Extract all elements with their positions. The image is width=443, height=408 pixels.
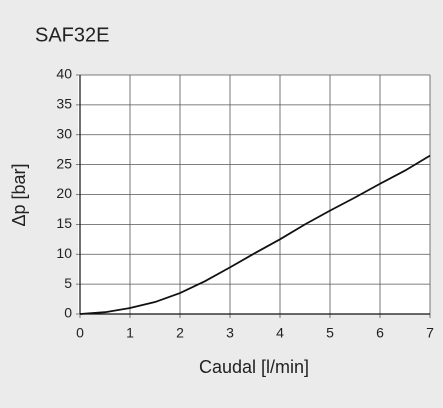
y-tick-label: 25 xyxy=(56,155,72,171)
chart-title: SAF32E xyxy=(35,24,109,46)
y-tick-label: 10 xyxy=(56,245,72,261)
y-tick-label: 30 xyxy=(56,125,72,141)
x-tick-label: 0 xyxy=(76,325,84,341)
y-tick-label: 20 xyxy=(56,185,72,201)
y-axis-label: Δp [bar] xyxy=(9,163,29,226)
x-axis-label: Caudal [l/min] xyxy=(199,357,309,377)
x-tick-label: 5 xyxy=(326,325,334,341)
y-tick-label: 35 xyxy=(56,96,72,112)
y-tick-label: 0 xyxy=(64,305,72,321)
y-tick-label: 40 xyxy=(56,66,72,82)
x-tick-label: 6 xyxy=(376,325,384,341)
y-tick-label: 15 xyxy=(56,215,72,231)
x-tick-label: 2 xyxy=(176,325,184,341)
x-tick-label: 3 xyxy=(226,325,234,341)
x-tick-label: 1 xyxy=(126,325,134,341)
x-tick-label: 4 xyxy=(276,325,284,341)
y-tick-label: 5 xyxy=(64,275,72,291)
data-line xyxy=(79,154,431,315)
x-tick-label: 7 xyxy=(426,325,434,341)
